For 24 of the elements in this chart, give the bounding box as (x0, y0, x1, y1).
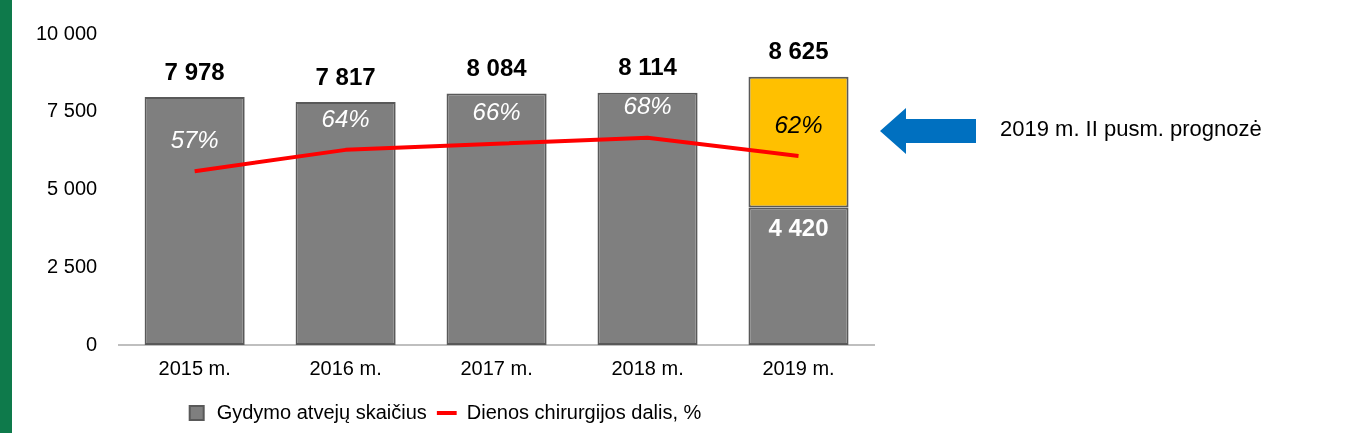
x-tick-label: 2017 m. (460, 356, 533, 379)
text: 2019 m. II pusm. prognozė (1000, 116, 1262, 142)
data-label: 4 420 (768, 214, 829, 242)
x-tick-label: 2015 m. (158, 356, 231, 379)
x-tick-label: 2018 m. (611, 356, 684, 379)
y-tick-label: 0 (86, 332, 98, 355)
total-label: 7 978 (164, 57, 225, 85)
x-tick-label: 2016 m. (309, 356, 382, 379)
total-label: 8 084 (466, 54, 528, 82)
y-tick-label: 5 000 (47, 177, 98, 200)
data-label: 68% (623, 92, 672, 120)
data-label: 62% (774, 110, 823, 138)
y-tick-label: 10 000 (36, 21, 98, 44)
total-label: 8 625 (768, 37, 829, 65)
data-label: 57% (170, 125, 219, 153)
legend-label: Gydymo atvejų skaičius (216, 400, 427, 423)
y-tick-label: 7 500 (47, 99, 98, 122)
x-tick-label: 2019 m. (762, 356, 835, 379)
data-label: 64% (321, 104, 370, 132)
data-label: 66% (472, 98, 521, 126)
total-label: 8 114 (618, 53, 678, 81)
legend-label: Dienos chirurgijos dalis, % (466, 400, 702, 423)
y-tick-label: 2 500 (47, 254, 98, 277)
total-label: 7 817 (315, 62, 376, 90)
